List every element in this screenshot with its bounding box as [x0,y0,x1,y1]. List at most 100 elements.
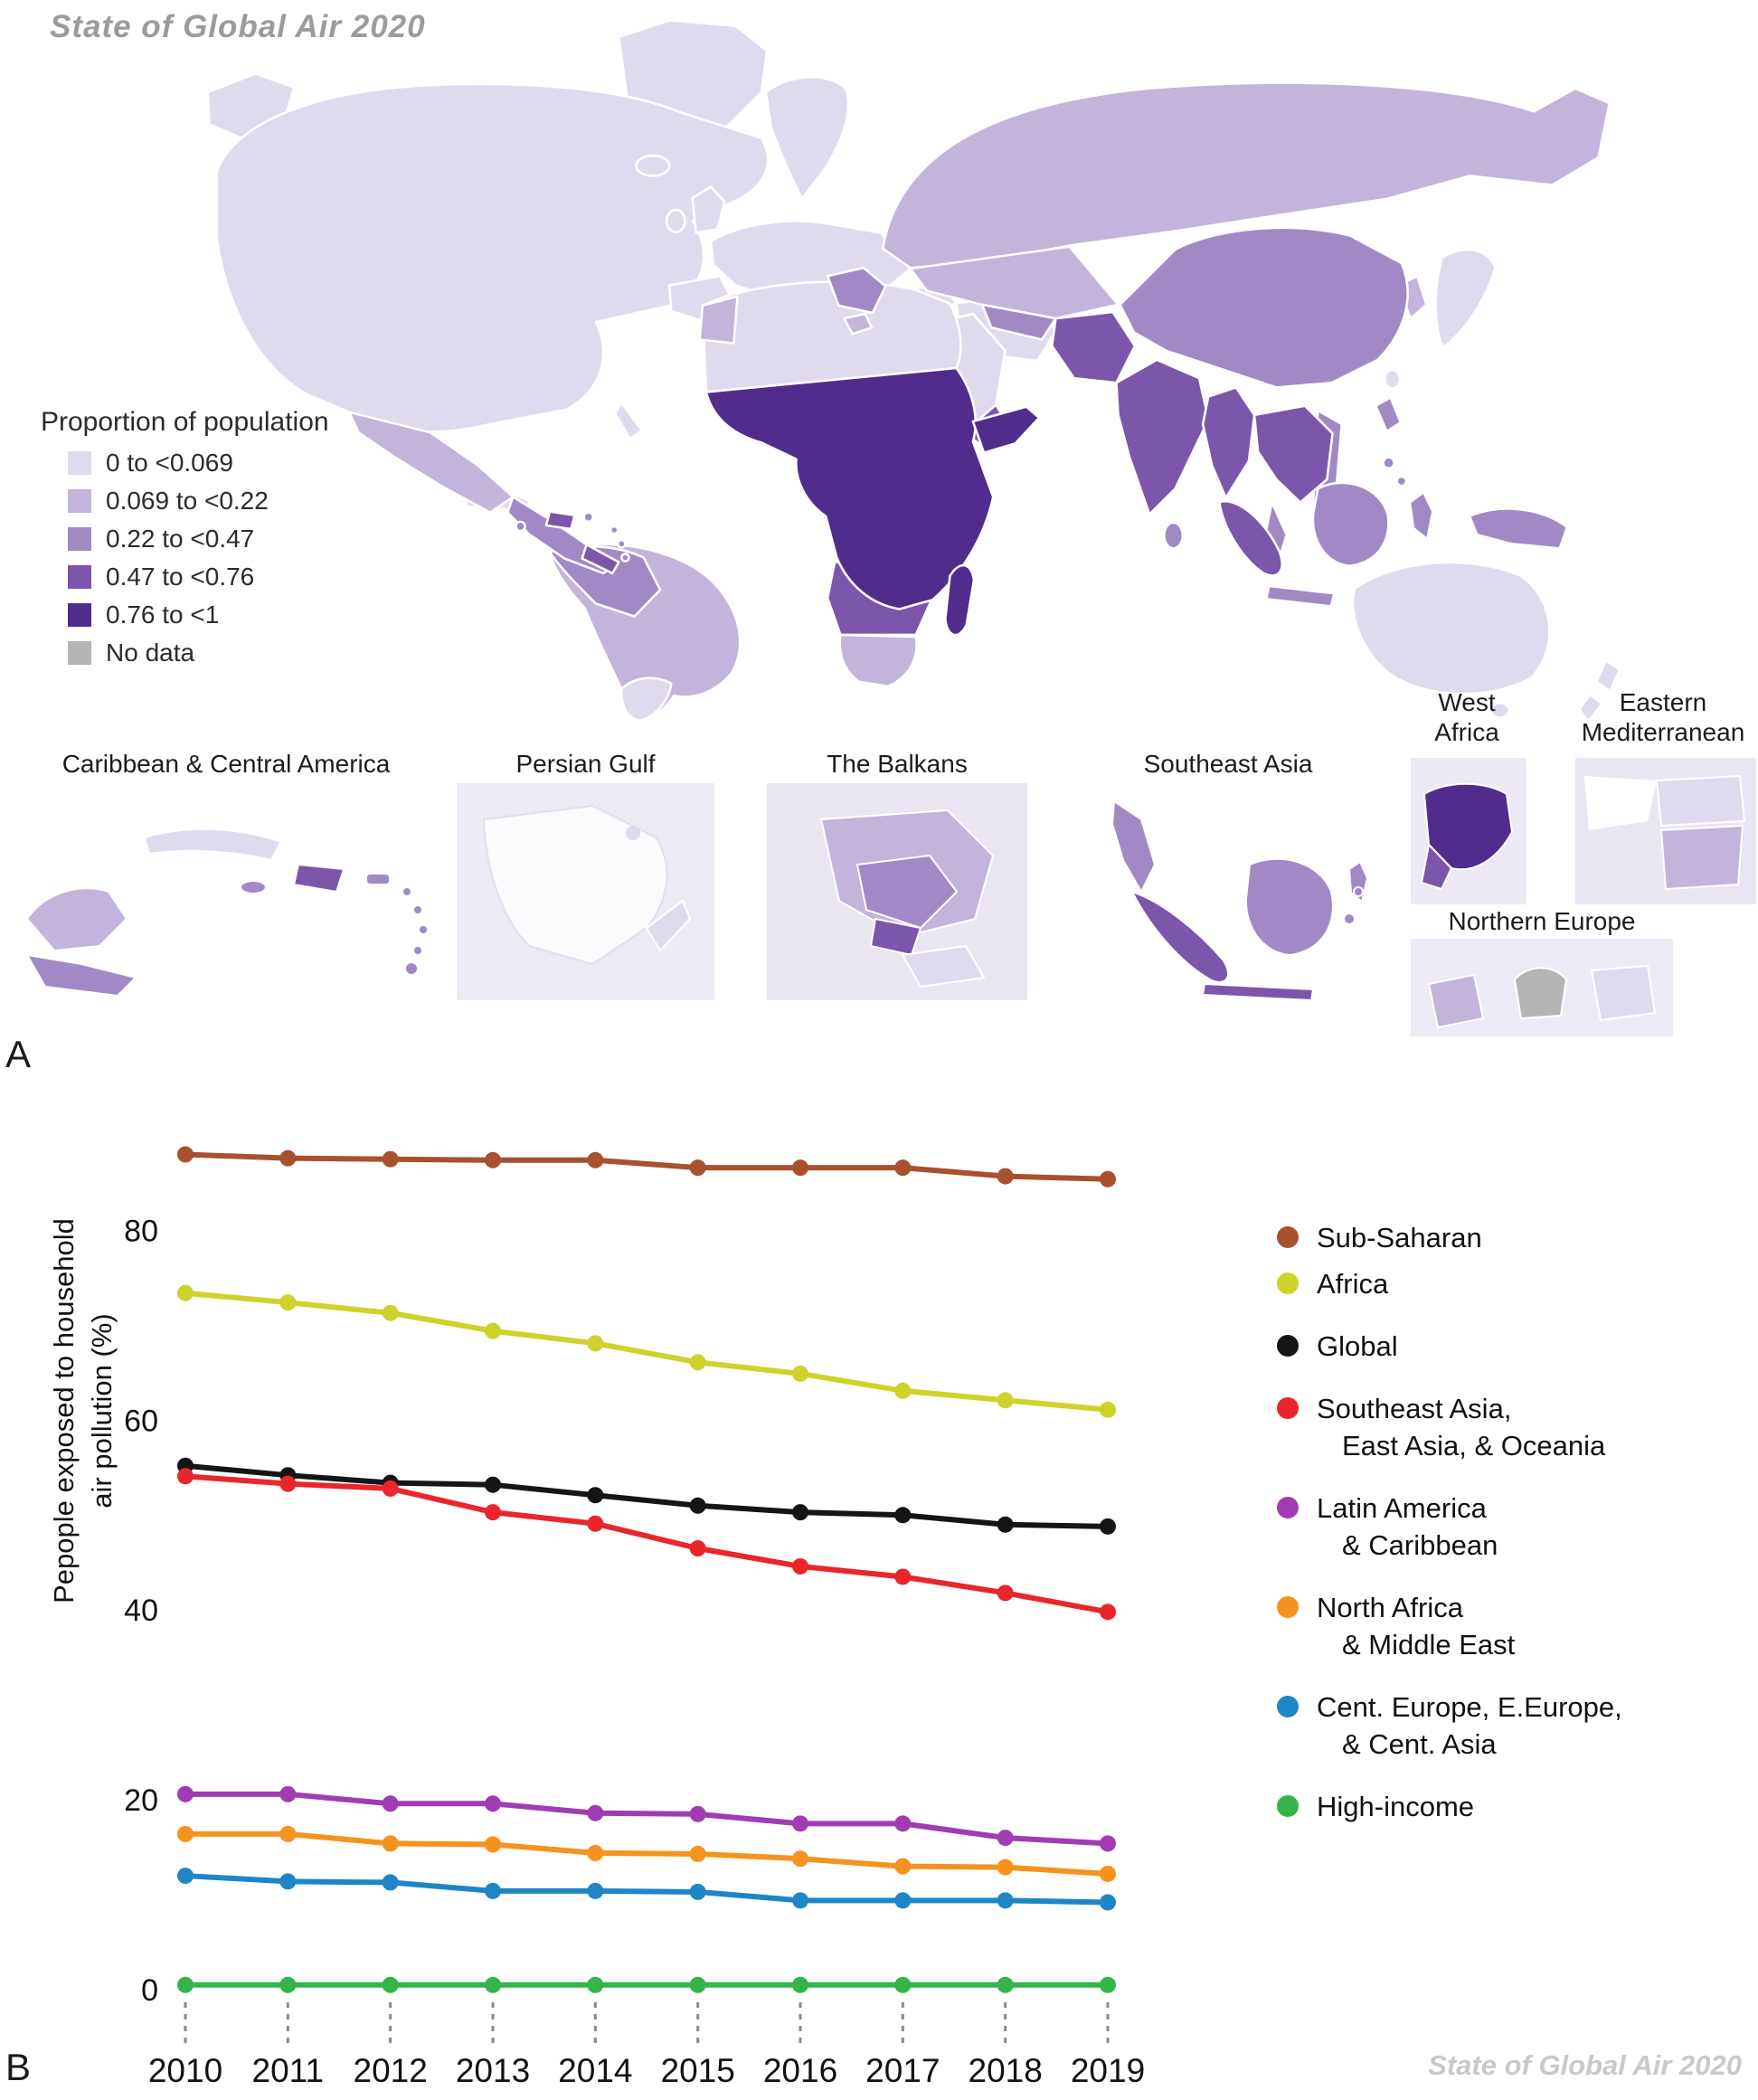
map-region-panama [581,544,620,575]
map-legend-item: 0.069 to <0.22 [68,487,329,516]
map-legend-item: 0.76 to <1 [68,601,329,629]
inset-map-caribbean [9,783,443,1000]
series-marker-sub_saharan [1100,1170,1116,1187]
map-region-horn-of-africa [971,405,1041,454]
legend-label: Sub-Saharan [1317,1222,1482,1253]
series-marker-ceurope_casia [792,1892,808,1909]
series-marker-sub_saharan [997,1168,1014,1185]
series-line-global [183,1462,1111,1529]
legend-item: Latin America & Caribbean [1277,1490,1622,1564]
x-tick-label: 2015 [661,2052,735,2089]
map-region-florida [613,402,643,440]
series-marker-ceurope_casia [894,1892,912,1909]
inset-title-persian-gulf: Persian Gulf [515,750,656,778]
map-region-central-asia [980,303,1057,341]
panel-label-b: B [5,2046,32,2088]
map-legend-title: Proportion of population [41,407,329,437]
series-marker-latam_caribbean [1100,1835,1116,1852]
inset-title-west-africa: West Africa [1434,688,1499,746]
inset-title-caribbean: Caribbean & Central America [61,750,391,778]
legend-dot [1277,1226,1299,1248]
series-marker-latam_caribbean [997,1830,1014,1847]
map-region-sub-saharan-africa [704,366,995,610]
map-region-new-zealand [1577,659,1621,723]
map-region-hispaniola [544,510,576,531]
series-marker-se_asia_oceania [587,1515,604,1532]
legend-swatch [68,527,91,551]
legend-swatch [68,565,91,589]
map-region-north-america [215,82,770,433]
legend-dot [1277,1795,1299,1817]
x-tick-label: 2011 [252,2052,325,2089]
series-marker-nafrica_mideast [689,1845,706,1862]
legend-label: Latin America & Caribbean [1317,1492,1498,1561]
x-tick-label: 2014 [558,2052,632,2089]
series-marker-ceurope_casia [587,1882,604,1899]
series-marker-nafrica_mideast [279,1825,297,1842]
series-marker-latam_caribbean [689,1805,706,1822]
series-marker-high_income [485,1976,501,1993]
series-marker-ceurope_casia [382,1874,399,1891]
inset-title-southeast-asia: Southeast Asia [1143,750,1313,778]
series-marker-high_income [382,1976,399,1993]
series-marker-sub_saharan [587,1151,604,1168]
map-region-taiwan [1384,368,1402,390]
series-marker-nafrica_mideast [997,1859,1014,1876]
map-legend-label: 0.069 to <0.22 [106,487,269,515]
series-marker-africa [792,1365,808,1382]
series-marker-africa [485,1322,501,1339]
y-tick-label: 0 [141,1973,158,2008]
series-marker-high_income [587,1976,604,1993]
series-marker-se_asia_oceania [792,1557,808,1575]
inset-map-west-africa [1411,758,1526,904]
map-region-myanmar [1201,386,1256,499]
series-marker-global [587,1487,604,1504]
series-marker-nafrica_mideast [485,1836,501,1853]
y-tick-label: 40 [124,1594,158,1628]
map-region-madagascar [944,564,976,637]
series-marker-ceurope_casia [997,1892,1014,1909]
series-marker-africa [177,1284,194,1301]
map-region-south-africa [838,633,918,688]
series-marker-se_asia_oceania [485,1504,501,1521]
x-tick-label: 2010 [148,2052,222,2089]
map-region-uk [691,185,726,234]
series-marker-ceurope_casia [177,1868,194,1885]
map-region-new-guinea [1468,507,1569,550]
series-marker-global [792,1504,808,1521]
series-marker-nafrica_mideast [792,1850,808,1868]
legend-label: High-income [1317,1791,1475,1822]
map-region-china [1119,226,1409,389]
legend-label: Global [1317,1330,1398,1362]
series-marker-ceurope_casia [279,1873,297,1890]
world-map [206,19,1621,723]
chart-legend: Sub-Saharan Africa Global Southeast Asia, Ea… [1277,1219,1622,1850]
series-marker-nafrica_mideast [177,1825,194,1842]
series-line-nafrica_mideast [183,1830,1111,1877]
series-line-se_asia_oceania [183,1473,1111,1615]
x-tick-label: 2012 [354,2052,428,2089]
series-marker-sub_saharan [894,1159,912,1177]
series-marker-latam_caribbean [485,1795,501,1812]
line-chart: 0 20 40 60 80 2010 2011 2012 2013 2014 2015 2016 201… [124,1146,1145,2089]
series-marker-nafrica_mideast [382,1835,399,1852]
series-marker-se_asia_oceania [382,1480,399,1497]
map-region-patagonia [620,676,673,722]
series-marker-latam_caribbean [279,1785,297,1802]
map-legend-label: 0.76 to <1 [106,601,220,629]
map-legend-label: 0 to <0.069 [106,449,233,477]
series-marker-nafrica_mideast [587,1844,604,1861]
map-region-sumatra [1218,500,1283,577]
series-marker-latam_caribbean [894,1815,912,1832]
inset-map-balkans [767,783,1027,1000]
legend-item: Southeast Asia, East Asia, & Oceania [1277,1390,1622,1464]
legend-item: Global [1277,1328,1622,1365]
series-marker-high_income [177,1976,194,1993]
legend-dot [1277,1696,1299,1717]
map-region-sulawesi [1408,491,1434,541]
map-legend-item: 0.22 to <0.47 [68,525,329,553]
series-marker-global [1100,1518,1116,1535]
map-region-australia [1351,561,1551,695]
x-tick-label: 2019 [1071,2052,1145,2089]
legend-swatch [68,641,91,665]
